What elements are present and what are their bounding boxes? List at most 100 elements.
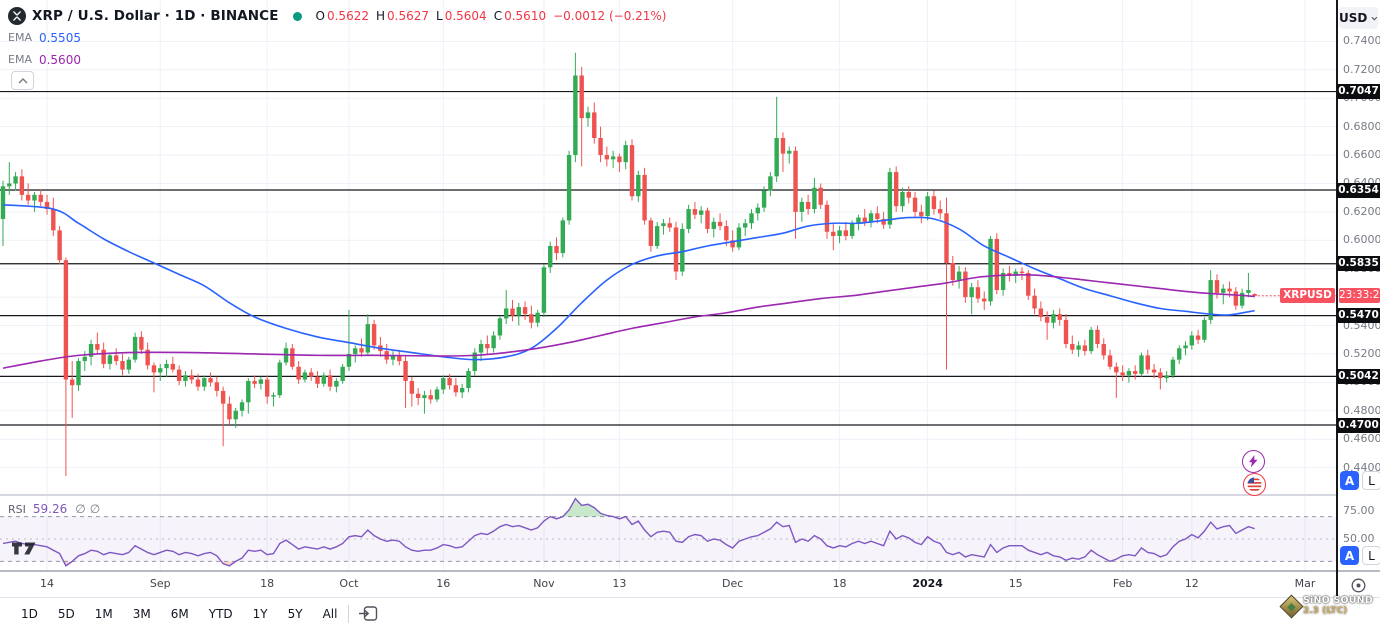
sino-sound-logo-icon — [1279, 593, 1304, 619]
go-to-date-button[interactable] — [358, 604, 379, 623]
price-axis-label: 0.6800 — [1343, 119, 1380, 133]
rsi-pane — [0, 497, 1336, 567]
idea-marker-button[interactable] — [1242, 450, 1265, 473]
price-axis-border — [1336, 0, 1338, 597]
price-axis-label: 0.7400 — [1343, 34, 1380, 48]
chart-legend: XRP / U.S. Dollar · 1D · BINANCE O 0.5622… — [8, 6, 667, 70]
currency-dropdown[interactable]: USD — [1339, 7, 1378, 29]
price-axis-label: 0.6600 — [1343, 148, 1380, 162]
rsi-auto-scale-button[interactable]: A — [1340, 546, 1359, 565]
rsi-scale-buttons: A L — [1340, 546, 1380, 565]
price-level-badge: 0.5042 — [1337, 368, 1380, 384]
calendar-arrow-icon — [359, 606, 378, 621]
rsi-axis-label: 75.00 — [1343, 504, 1375, 517]
rsi-label: RSI — [8, 502, 26, 516]
ema-lines — [2, 203, 1255, 369]
price-axis-label: 0.6000 — [1343, 233, 1380, 247]
ema-indicator-row[interactable]: EMA 0.5600 — [8, 49, 667, 70]
price-level-badge: 0.4700 — [1337, 417, 1380, 433]
ema-slow-value: 0.5600 — [38, 52, 81, 67]
ohlc-readout: O 0.5622 H 0.5627 L 0.5604 C 0.5610 −0.0012 … — [316, 9, 667, 23]
rsi-legend: RSI 59.26 ∅ ∅ — [8, 502, 104, 516]
rsi-line — [2, 497, 1255, 567]
price-scale-buttons: A L — [1340, 471, 1380, 490]
time-axis-label: Oct — [339, 577, 359, 590]
bar-countdown-badge: 23:33:21 — [1339, 288, 1380, 304]
ema-indicator-row[interactable]: EMA 0.5505 — [8, 27, 667, 48]
price-level-badge: 0.6354 — [1337, 182, 1380, 198]
rsi-hide-icon[interactable]: ∅ — [75, 502, 86, 516]
range-1m-button[interactable]: 1M — [94, 606, 113, 621]
time-axis-separator — [0, 570, 1380, 572]
price-axis-label: 0.6200 — [1343, 204, 1380, 218]
watermark-line1: SiNO SOUND — [1303, 595, 1373, 606]
pane-resize-handle[interactable] — [0, 494, 1336, 496]
time-axis-label: Dec — [721, 577, 744, 590]
range-toolbar: 1D 5D 1M 3M 6M YTD 1Y 5Y All — [0, 598, 1380, 629]
time-axis-label: 18 — [832, 577, 847, 590]
price-axis-label: 0.4400 — [1343, 460, 1380, 474]
range-5d-button[interactable]: 5D — [57, 606, 75, 621]
open-value: 0.5622 — [326, 9, 369, 23]
price-axis-label: 0.4800 — [1343, 403, 1380, 417]
xrp-logo-icon — [8, 7, 26, 25]
range-6m-button[interactable]: 6M — [170, 606, 189, 621]
rsi-settings-icon[interactable]: ∅ — [89, 502, 101, 516]
low-value: 0.5604 — [444, 9, 487, 23]
time-axis-label: 13 — [612, 577, 627, 590]
range-1y-button[interactable]: 1Y — [252, 606, 268, 621]
range-5y-button[interactable]: 5Y — [287, 606, 303, 621]
symbol-price-label: XRPUSD — [1280, 288, 1335, 304]
toolbar-divider — [348, 604, 350, 623]
time-axis-label: 15 — [1008, 577, 1023, 590]
time-axis-label: Mar — [1294, 577, 1316, 590]
price-axis-label: 0.4600 — [1343, 432, 1380, 446]
range-1d-button[interactable]: 1D — [21, 606, 38, 621]
ema-fast-value: 0.5505 — [38, 30, 81, 45]
time-axis-label: Nov — [533, 577, 555, 590]
rsi-value: 59.26 — [32, 502, 68, 516]
candles — [0, 52, 1257, 477]
price-level-badge: 0.5835 — [1337, 256, 1380, 272]
grid — [0, 0, 1336, 570]
us-flag-icon — [1247, 477, 1262, 492]
gear-icon — [1351, 578, 1365, 592]
tradingview-logo-icon — [12, 541, 39, 560]
legend-collapse-button[interactable] — [11, 71, 34, 90]
high-label: H — [375, 9, 386, 23]
time-axis-label: Feb — [1112, 577, 1133, 590]
high-value: 0.5627 — [387, 9, 430, 23]
time-axis-label: 12 — [1184, 577, 1199, 590]
low-label: L — [436, 9, 443, 23]
time-axis-label: 18 — [260, 577, 275, 590]
price-axis-label: 0.5200 — [1343, 346, 1380, 360]
close-label: C — [493, 9, 503, 23]
chevron-up-icon — [18, 77, 27, 83]
range-ytd-button[interactable]: YTD — [208, 606, 233, 621]
time-axis-label: Sep — [149, 577, 171, 590]
lightning-bolt-icon — [1249, 455, 1258, 468]
range-3m-button[interactable]: 3M — [132, 606, 151, 621]
axis-settings-button[interactable] — [1347, 574, 1369, 596]
sino-sound-watermark: SiNO SOUND 2.3 (LTC) — [1279, 593, 1373, 619]
data-connection-dot[interactable] — [292, 11, 302, 21]
rsi-axis-label: 50.00 — [1343, 532, 1375, 545]
range-all-button[interactable]: All — [322, 606, 338, 621]
symbol-title[interactable]: XRP / U.S. Dollar · 1D · BINANCE — [32, 8, 279, 24]
currency-label: USD — [1339, 11, 1368, 25]
economic-event-marker-button[interactable] — [1243, 473, 1266, 496]
auto-scale-button[interactable]: A — [1340, 471, 1359, 490]
price-level-badge: 0.7047 — [1337, 84, 1380, 100]
ema-fast-label: EMA — [8, 31, 32, 44]
lock-scale-button[interactable]: L — [1362, 471, 1380, 490]
rsi-lock-scale-button[interactable]: L — [1362, 546, 1380, 565]
open-label: O — [315, 9, 325, 23]
range-buttons: 1D 5D 1M 3M 6M YTD 1Y 5Y All — [14, 604, 344, 624]
close-value: 0.5610 — [504, 9, 547, 23]
change-value: −0.0012 (−0.21%) — [553, 9, 667, 23]
time-axis-label: 16 — [436, 577, 451, 590]
time-axis-label: 2024 — [912, 577, 943, 590]
ema-slow-label: EMA — [8, 53, 32, 66]
